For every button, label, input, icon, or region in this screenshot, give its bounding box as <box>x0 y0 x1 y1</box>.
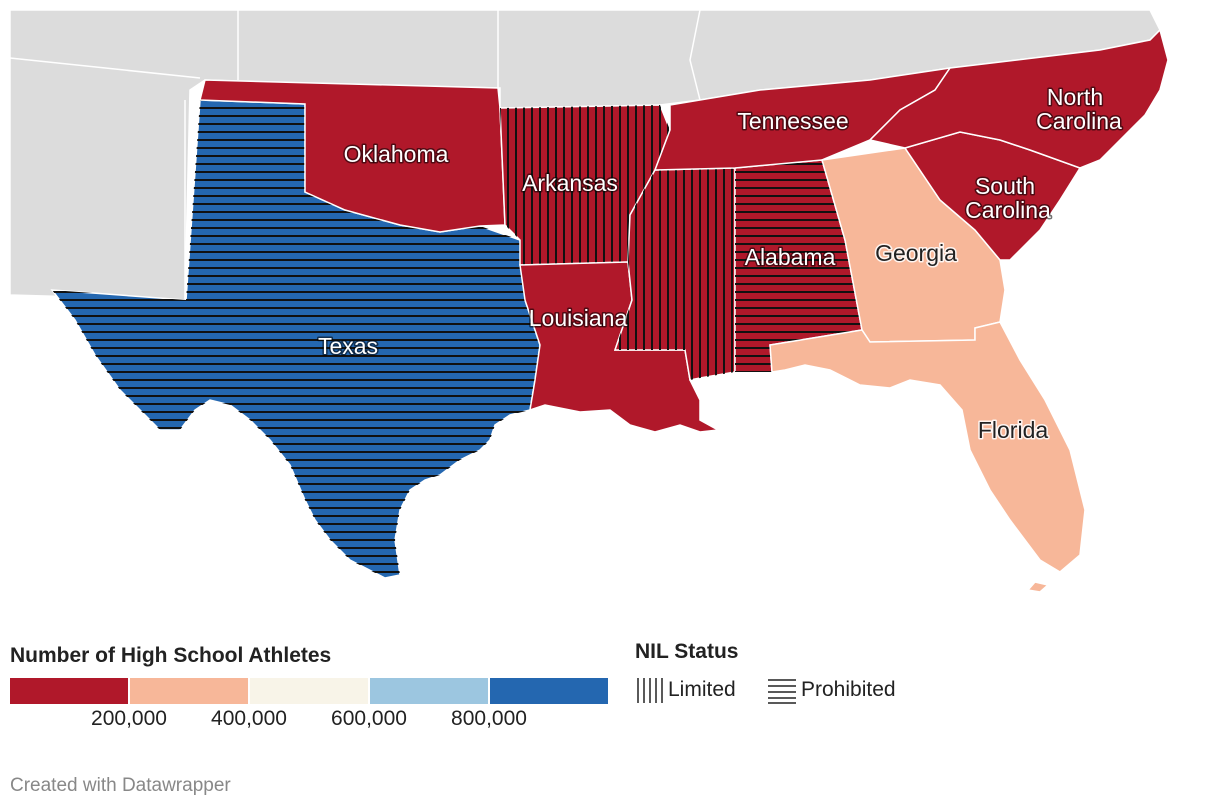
state-florida[interactable] <box>769 321 1086 593</box>
scale-bin-5 <box>490 678 608 704</box>
nil-legend-limited: Limited <box>635 676 736 704</box>
label-north-carolina-line1: North <box>1047 84 1103 110</box>
state-arkansas[interactable] <box>499 104 671 266</box>
label-tennessee: Tennessee <box>737 108 848 134</box>
label-alabama: Alabama <box>745 244 836 270</box>
scale-tick-4: 800,000 <box>451 707 527 730</box>
state-mississippi[interactable] <box>613 167 736 381</box>
label-oklahoma: Oklahoma <box>344 141 449 167</box>
map: Texas Oklahoma Arkansas Louisiana Alabam… <box>9 9 1169 593</box>
label-arkansas: Arkansas <box>522 170 618 196</box>
scale-bin-1 <box>10 678 128 704</box>
nil-prohibited-label: Prohibited <box>801 678 896 701</box>
scale-tick-1: 200,000 <box>91 707 167 730</box>
limited-hatch-icon <box>637 678 663 703</box>
label-louisiana: Louisiana <box>529 305 628 331</box>
label-south-carolina-line1: South <box>975 173 1035 199</box>
nil-legend-title: NIL Status <box>635 640 739 663</box>
scale-bin-3 <box>250 678 368 704</box>
athletes-legend-title: Number of High School Athletes <box>10 644 332 667</box>
scale-tick-3: 600,000 <box>331 707 407 730</box>
scale-tick-2: 400,000 <box>211 707 287 730</box>
credit-link[interactable]: Created with Datawrapper <box>10 775 231 796</box>
state-oklahoma[interactable] <box>199 79 506 233</box>
scale-bin-4 <box>370 678 488 704</box>
label-north-carolina-line2: Carolina <box>1036 108 1122 134</box>
label-texas: Texas <box>318 333 378 359</box>
label-south-carolina-line2: Carolina <box>965 197 1051 223</box>
nil-legend-prohibited: Prohibited <box>768 676 896 704</box>
scale-bin-2 <box>130 678 248 704</box>
nil-limited-label: Limited <box>668 678 736 701</box>
state-alabama[interactable] <box>734 159 863 373</box>
label-georgia: Georgia <box>875 240 957 266</box>
color-scale <box>10 678 608 704</box>
state-north-carolina[interactable] <box>868 28 1169 169</box>
state-labels: Texas Oklahoma Arkansas Louisiana Alabam… <box>316 83 1123 445</box>
prohibited-hatch-icon <box>768 679 796 704</box>
label-florida: Florida <box>978 417 1049 443</box>
